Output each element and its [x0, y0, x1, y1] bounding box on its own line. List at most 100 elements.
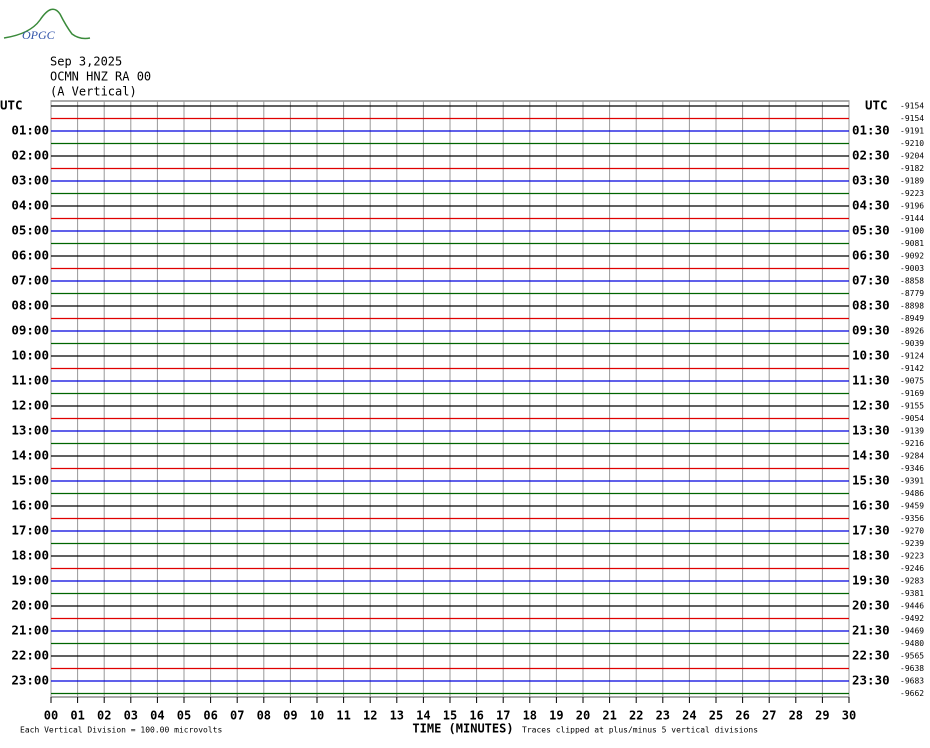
right-time-label: 23:30: [852, 673, 890, 688]
right-time-label: 18:30: [852, 548, 890, 563]
trace-offset: -9155: [900, 402, 924, 411]
left-time-label: 16:00: [11, 498, 49, 513]
trace-offset: -9154: [900, 102, 924, 111]
right-time-label: 15:30: [852, 473, 890, 488]
trace-offset: -9075: [900, 377, 924, 386]
trace-offset: -9638: [900, 664, 924, 673]
x-tick-label: 28: [789, 709, 803, 723]
trace-offset: -9100: [900, 227, 924, 236]
left-time-label: 10:00: [11, 348, 49, 363]
left-time-label: 11:00: [11, 373, 49, 388]
right-time-label: 01:30: [852, 123, 890, 138]
trace-offset: -9662: [900, 689, 924, 698]
right-time-label: 04:30: [852, 198, 890, 213]
left-time-label: 22:00: [11, 648, 49, 663]
trace-offset: -9144: [900, 214, 924, 223]
x-tick-label: 25: [709, 709, 723, 723]
x-tick-label: 00: [44, 709, 58, 723]
right-time-label: 21:30: [852, 623, 890, 638]
trace-offset: -9054: [900, 414, 924, 423]
right-time-label: 13:30: [852, 423, 890, 438]
x-tick-label: 03: [124, 709, 138, 723]
left-time-label: 03:00: [11, 173, 49, 188]
x-axis-label: TIME (MINUTES): [412, 722, 513, 736]
trace-offset: -9283: [900, 577, 924, 586]
right-time-label: UTC: [865, 98, 888, 113]
trace-offset: -9003: [900, 264, 924, 273]
right-time-label: 07:30: [852, 273, 890, 288]
trace-offset: -8926: [900, 327, 924, 336]
x-tick-label: 14: [416, 709, 430, 723]
trace-offset: -9139: [900, 427, 924, 436]
trace-offset: -9459: [900, 502, 924, 511]
right-time-label: 14:30: [852, 448, 890, 463]
right-time-label: 02:30: [852, 148, 890, 163]
trace-offset: -8858: [900, 277, 924, 286]
trace-offset: -9346: [900, 464, 924, 473]
trace-offset: -9246: [900, 564, 924, 573]
right-time-label: 11:30: [852, 373, 890, 388]
left-time-label: 23:00: [11, 673, 49, 688]
x-tick-label: 30: [842, 709, 856, 723]
right-time-label: 05:30: [852, 223, 890, 238]
left-time-label: 12:00: [11, 398, 49, 413]
right-time-label: 12:30: [852, 398, 890, 413]
left-time-label: 02:00: [11, 148, 49, 163]
x-tick-label: 24: [682, 709, 696, 723]
x-tick-label: 21: [602, 709, 616, 723]
x-tick-label: 26: [735, 709, 749, 723]
x-tick-label: 02: [97, 709, 111, 723]
right-time-label: 03:30: [852, 173, 890, 188]
trace-offset: -8949: [900, 314, 924, 323]
trace-offset: -9565: [900, 652, 924, 661]
left-time-label: 19:00: [11, 573, 49, 588]
left-time-label: 17:00: [11, 523, 49, 538]
date: Sep 3,2025: [50, 55, 122, 69]
trace-offset: -9210: [900, 139, 924, 148]
component: (A Vertical): [50, 85, 137, 99]
left-time-label: 20:00: [11, 598, 49, 613]
trace-offset: -9480: [900, 639, 924, 648]
x-tick-label: 05: [177, 709, 191, 723]
x-tick-label: 11: [336, 709, 350, 723]
x-tick-label: 08: [257, 709, 271, 723]
trace-offset: -8779: [900, 289, 924, 298]
clip-note: Traces clipped at plus/minus 5 vertical …: [522, 726, 758, 735]
trace-offset: -9124: [900, 352, 924, 361]
trace-offset: -9223: [900, 552, 924, 561]
station: OCMN HNZ RA 00: [50, 70, 151, 84]
left-time-label: 14:00: [11, 448, 49, 463]
x-tick-label: 01: [70, 709, 84, 723]
left-time-label: 18:00: [11, 548, 49, 563]
logo-text: OPGC: [22, 28, 56, 42]
right-time-label: 06:30: [852, 248, 890, 263]
trace-offset: -9492: [900, 614, 924, 623]
x-tick-label: 29: [815, 709, 829, 723]
right-time-label: 09:30: [852, 323, 890, 338]
trace-offset: -9189: [900, 177, 924, 186]
logo-curve: [3, 8, 91, 40]
scale-note: Each Vertical Division = 100.00 microvol…: [20, 726, 222, 735]
trace-offset: -9284: [900, 452, 924, 461]
trace-offset: -8898: [900, 302, 924, 311]
trace-offset: -9142: [900, 364, 924, 373]
trace-offset: -9081: [900, 239, 924, 248]
x-tick-label: 09: [283, 709, 297, 723]
x-tick-label: 19: [549, 709, 563, 723]
x-tick-label: 18: [523, 709, 537, 723]
right-time-label: 22:30: [852, 648, 890, 663]
x-tick-label: 06: [203, 709, 217, 723]
x-tick-label: 17: [496, 709, 510, 723]
right-time-label: 08:30: [852, 298, 890, 313]
trace-offset: -9486: [900, 489, 924, 498]
left-time-label: 21:00: [11, 623, 49, 638]
trace-offset: -9356: [900, 514, 924, 523]
trace-offset: -9039: [900, 339, 924, 348]
left-time-label: 07:00: [11, 273, 49, 288]
trace-offset: -9092: [900, 252, 924, 261]
trace-offset: -9169: [900, 389, 924, 398]
trace-offset: -9204: [900, 152, 924, 161]
trace-offset: -9683: [900, 677, 924, 686]
right-time-label: 10:30: [852, 348, 890, 363]
